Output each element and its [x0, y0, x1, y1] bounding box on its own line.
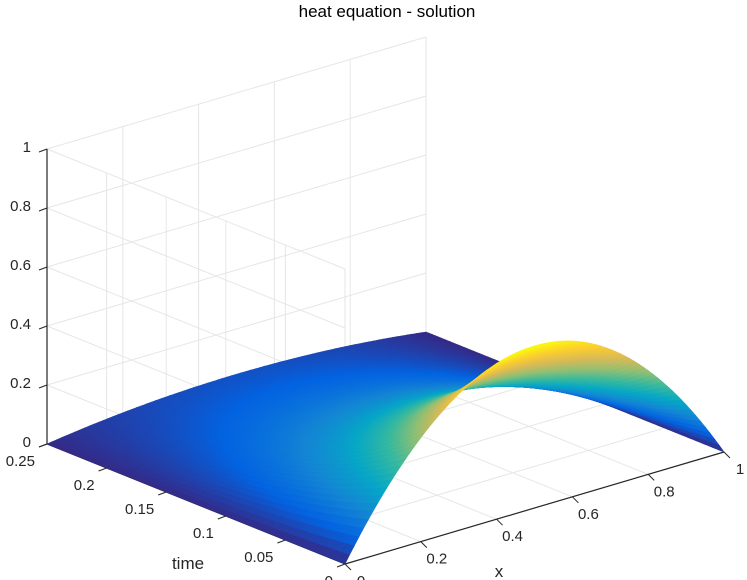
back-grid-z-1 [46, 272, 427, 386]
back-grid-z-4 [46, 95, 427, 209]
side-grid-z-5 [46, 148, 346, 270]
back-grid-z-5 [46, 36, 427, 150]
surface-layer [46, 331, 725, 565]
back-grid-z-3 [46, 154, 427, 268]
side-grid-z-4 [46, 207, 346, 329]
back-grid-z-2 [46, 213, 427, 327]
x-axis-line [344, 451, 725, 565]
